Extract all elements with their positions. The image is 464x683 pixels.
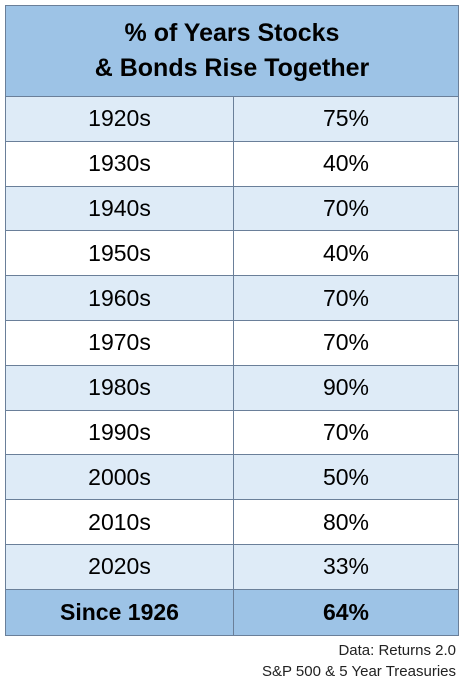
table-row: 1940s 70% [6, 186, 458, 232]
table-row: 1930s 40% [6, 141, 458, 187]
total-value-cell: 64% [322, 598, 370, 625]
value-cell: 33% [322, 553, 370, 580]
table-row: 1950s 40% [6, 231, 458, 277]
decade-cell: 1940s [6, 186, 234, 231]
value-cell: 40% [322, 150, 370, 177]
table-row: 1980s 90% [6, 365, 458, 411]
value-cell: 70% [322, 329, 370, 356]
value-cell: 70% [322, 284, 370, 311]
source-line-2: S&P 500 & 5 Year Treasuries [261, 663, 456, 680]
decade-cell: 1990s [6, 410, 234, 455]
table-title-line-1: % of Years Stocks [124, 19, 340, 47]
source-note: Data: Returns 2.0 S&P 500 & 5 Year Treas… [262, 640, 456, 682]
value-cell: 40% [322, 239, 370, 266]
table-row: 1990s 70% [6, 410, 458, 456]
value-cell: 50% [322, 463, 370, 490]
table-title-line-2: & Bonds Rise Together [94, 54, 370, 82]
decade-cell: 1920s [6, 97, 234, 141]
decade-cell: 1980s [6, 365, 234, 410]
decade-cell: 2000s [6, 455, 234, 500]
decade-cell: 1930s [6, 141, 234, 186]
table-title: % of Years Stocks & Bonds Rise Together [6, 6, 458, 97]
table-row: 2020s 33% [6, 544, 458, 590]
table-row: 2010s 80% [6, 500, 458, 545]
value-cell: 70% [322, 194, 370, 221]
value-cell: 80% [322, 508, 370, 535]
decade-cell: 1950s [6, 231, 234, 276]
table-row: 1960s 70% [6, 276, 458, 321]
decade-cell: 1970s [6, 320, 234, 365]
decade-cell: 2020s [6, 544, 234, 589]
table-row: 1970s 70% [6, 320, 458, 366]
stocks-bonds-table: % of Years Stocks & Bonds Rise Together … [5, 5, 459, 636]
value-cell: 90% [322, 374, 370, 401]
value-cell: 75% [322, 105, 370, 132]
table-row: 2000s 50% [6, 455, 458, 501]
total-row: Since 1926 64% [6, 589, 458, 635]
decade-cell: 1960s [6, 276, 234, 320]
table-row: 1920s 75% [6, 97, 458, 142]
source-line-1: Data: Returns 2.0 [338, 642, 456, 659]
decade-cell: 2010s [6, 500, 234, 544]
value-cell: 70% [322, 418, 370, 445]
total-label-cell: Since 1926 [6, 589, 234, 635]
